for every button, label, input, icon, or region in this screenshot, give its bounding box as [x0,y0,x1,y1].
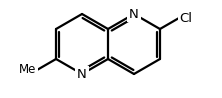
Text: Me: Me [19,63,36,76]
Text: N: N [129,8,139,20]
Text: Cl: Cl [180,12,193,25]
Text: N: N [77,68,87,80]
